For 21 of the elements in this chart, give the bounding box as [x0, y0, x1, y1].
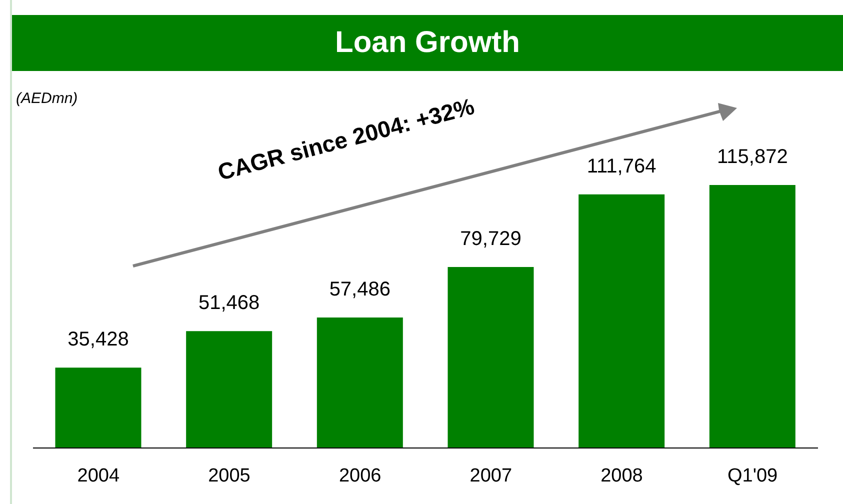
bar [448, 267, 534, 448]
x-tick-label: Q1'09 [728, 465, 778, 486]
bar [578, 194, 665, 448]
bar [186, 331, 272, 448]
bar [55, 368, 142, 448]
data-label: 51,468 [198, 292, 260, 314]
x-tick-label: 2008 [600, 465, 643, 486]
text: (AEDmn) [16, 90, 78, 107]
x-tick-label: 2006 [338, 465, 382, 486]
x-tick-label: 2004 [77, 465, 120, 486]
data-label: 79,729 [460, 228, 522, 250]
data-label: 35,428 [68, 328, 129, 351]
x-tick-label: 2005 [208, 465, 250, 486]
chart-title: Loan Growth [12, 15, 843, 71]
data-label: 57,486 [329, 278, 390, 301]
data-label: 111,764 [586, 155, 656, 178]
bar [316, 318, 403, 448]
x-tick-label: 2007 [470, 465, 512, 486]
annotation: CAGR since 2004: +32% [215, 93, 478, 186]
data-label: 115,872 [717, 146, 788, 168]
bar [709, 185, 796, 448]
